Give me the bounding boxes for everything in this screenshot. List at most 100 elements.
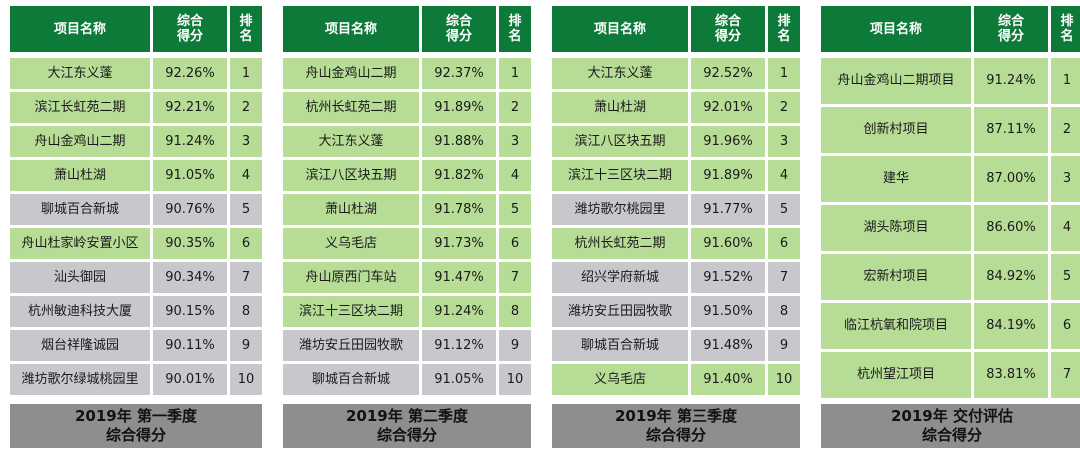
table-row: 烟台祥隆诚园 90.11% 9: [10, 330, 262, 361]
score-cell: 91.73%: [422, 228, 496, 259]
table-row: 潍坊歌尔桃园里 91.77% 5: [552, 194, 800, 225]
score-cell: 91.50%: [691, 296, 765, 327]
project-name-cell: 大江东义蓬: [552, 58, 688, 89]
rank-cell: 5: [230, 194, 262, 225]
rank-cell: 4: [230, 160, 262, 191]
project-name-cell: 滨江十三区块二期: [552, 160, 688, 191]
project-name-cell: 杭州长虹苑二期: [552, 228, 688, 259]
header-project-name: 项目名称: [10, 6, 150, 52]
project-name-cell: 舟山金鸡山二期: [283, 58, 419, 89]
score-cell: 87.11%: [974, 107, 1048, 153]
table-body: 大江东义蓬 92.52% 1 萧山杜湖 92.01% 2 滨江八区块五期 91.96% 3 滨江十…: [552, 58, 800, 395]
ranking-panel: 项目名称 综合 得分排 名舟山金鸡山二期项目 91.24% 1 创新村项目 87.11% 2…: [821, 6, 1080, 401]
header-rank: 排 名: [499, 6, 531, 52]
table-row: 杭州敏迪科技大厦 90.15% 8: [10, 296, 262, 327]
score-cell: 84.92%: [974, 254, 1048, 300]
header-composite-score: 综合 得分: [153, 6, 227, 52]
table-row: 滨江长虹苑二期 92.21% 2: [10, 92, 262, 123]
score-cell: 90.15%: [153, 296, 227, 327]
table-header: 项目名称 综合 得分排 名: [283, 6, 531, 52]
project-name-cell: 舟山金鸡山二期项目: [821, 58, 971, 104]
project-name-cell: 滨江长虹苑二期: [10, 92, 150, 123]
score-cell: 92.01%: [691, 92, 765, 123]
table-row: 聊城百合新城 91.48% 9: [552, 330, 800, 361]
project-name-cell: 大江东义蓬: [10, 58, 150, 89]
period-footer: 2019年 第一季度 综合得分: [10, 404, 262, 448]
rank-cell: 6: [230, 228, 262, 259]
score-cell: 92.52%: [691, 58, 765, 89]
score-cell: 91.48%: [691, 330, 765, 361]
rank-cell: 6: [768, 228, 800, 259]
table-row: 萧山杜湖 92.01% 2: [552, 92, 800, 123]
table-row: 义乌毛店 91.73% 6: [283, 228, 531, 259]
footer-period: 2019年 第一季度: [75, 407, 197, 425]
project-name-cell: 萧山杜湖: [283, 194, 419, 225]
rank-cell: 7: [230, 262, 262, 293]
rank-cell: 9: [499, 330, 531, 361]
table-row: 潍坊安丘田园牧歌 91.12% 9: [283, 330, 531, 361]
period-footer: 2019年 交付评估 综合得分: [821, 404, 1080, 448]
table-body: 舟山金鸡山二期 92.37% 1 杭州长虹苑二期 91.89% 2 大江东义蓬 91.88% 3…: [283, 58, 531, 395]
project-name-cell: 杭州长虹苑二期: [283, 92, 419, 123]
project-name-cell: 湖头陈项目: [821, 205, 971, 251]
table-body: 大江东义蓬 92.26% 1 滨江长虹苑二期 92.21% 2 舟山金鸡山二期 91.24% 3…: [10, 58, 262, 395]
score-cell: 91.24%: [422, 296, 496, 327]
rank-cell: 4: [1051, 205, 1080, 251]
ranking-panel: 项目名称 综合 得分排 名大江东义蓬 92.26% 1 滨江长虹苑二期 92.21% 2 舟山…: [10, 6, 262, 398]
score-cell: 91.77%: [691, 194, 765, 225]
project-name-cell: 创新村项目: [821, 107, 971, 153]
project-name-cell: 滨江十三区块二期: [283, 296, 419, 327]
project-name-cell: 潍坊歌尔绿城桃园里: [10, 364, 150, 395]
table-row: 杭州长虹苑二期 91.89% 2: [283, 92, 531, 123]
table-row: 大江东义蓬 92.52% 1: [552, 58, 800, 89]
project-name-cell: 绍兴学府新城: [552, 262, 688, 293]
project-name-cell: 舟山金鸡山二期: [10, 126, 150, 157]
project-name-cell: 烟台祥隆诚园: [10, 330, 150, 361]
table-row: 萧山杜湖 91.05% 4: [10, 160, 262, 191]
project-name-cell: 临江杭氧和院项目: [821, 303, 971, 349]
rank-cell: 10: [768, 364, 800, 395]
table-row: 杭州望江项目 83.81% 7: [821, 352, 1080, 398]
table-row: 舟山杜家岭安置小区 90.35% 6: [10, 228, 262, 259]
rank-cell: 2: [230, 92, 262, 123]
footer-period: 2019年 交付评估: [891, 407, 1013, 425]
score-cell: 92.26%: [153, 58, 227, 89]
project-name-cell: 潍坊安丘田园牧歌: [283, 330, 419, 361]
project-name-cell: 潍坊安丘田园牧歌: [552, 296, 688, 327]
table-row: 建华 87.00% 3: [821, 156, 1080, 202]
score-cell: 91.88%: [422, 126, 496, 157]
project-name-cell: 萧山杜湖: [10, 160, 150, 191]
table-row: 临江杭氧和院项目 84.19% 6: [821, 303, 1080, 349]
rank-cell: 7: [1051, 352, 1080, 398]
rank-cell: 2: [499, 92, 531, 123]
table-row: 萧山杜湖 91.78% 5: [283, 194, 531, 225]
rank-cell: 3: [230, 126, 262, 157]
footer-subtitle: 综合得分: [645, 426, 706, 444]
table-row: 创新村项目 87.11% 2: [821, 107, 1080, 153]
project-name-cell: 建华: [821, 156, 971, 202]
rank-cell: 7: [499, 262, 531, 293]
table-row: 大江东义蓬 91.88% 3: [283, 126, 531, 157]
project-name-cell: 汕头御园: [10, 262, 150, 293]
table-row: 滨江十三区块二期 91.89% 4: [552, 160, 800, 191]
header-project-name: 项目名称: [552, 6, 688, 52]
period-footer: 2019年 第三季度 综合得分: [552, 404, 800, 448]
score-cell: 90.76%: [153, 194, 227, 225]
score-cell: 91.24%: [974, 58, 1048, 104]
score-cell: 90.34%: [153, 262, 227, 293]
project-name-cell: 聊城百合新城: [10, 194, 150, 225]
rank-cell: 10: [499, 364, 531, 395]
rank-cell: 1: [1051, 58, 1080, 104]
rank-cell: 10: [230, 364, 262, 395]
project-name-cell: 萧山杜湖: [552, 92, 688, 123]
rank-cell: 9: [230, 330, 262, 361]
score-cell: 83.81%: [974, 352, 1048, 398]
table-row: 舟山金鸡山二期 91.24% 3: [10, 126, 262, 157]
header-rank: 排 名: [230, 6, 262, 52]
table-row: 滨江八区块五期 91.96% 3: [552, 126, 800, 157]
ranking-panel: 项目名称 综合 得分排 名舟山金鸡山二期 92.37% 1 杭州长虹苑二期 91.89% 2…: [283, 6, 531, 398]
score-cell: 92.37%: [422, 58, 496, 89]
project-name-cell: 聊城百合新城: [283, 364, 419, 395]
project-name-cell: 宏新村项目: [821, 254, 971, 300]
project-name-cell: 潍坊歌尔桃园里: [552, 194, 688, 225]
